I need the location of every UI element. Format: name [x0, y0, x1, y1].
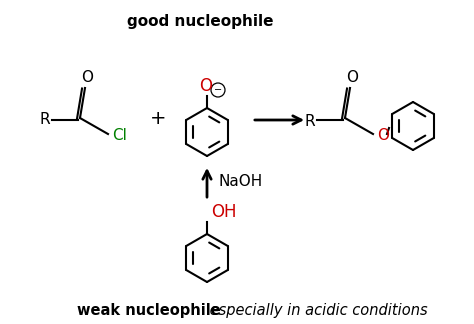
Text: good nucleophile: good nucleophile [127, 14, 273, 29]
Text: O: O [346, 71, 358, 86]
Text: −: − [214, 85, 222, 95]
Text: Cl: Cl [112, 129, 127, 144]
Text: especially in acidic conditions: especially in acidic conditions [205, 303, 428, 318]
Text: NaOH: NaOH [219, 173, 263, 189]
Text: O: O [81, 71, 93, 86]
Text: O: O [200, 77, 212, 95]
Text: R: R [39, 112, 50, 128]
Text: +: + [150, 109, 166, 128]
Text: OH: OH [211, 203, 237, 221]
Text: O: O [377, 129, 389, 144]
Text: weak nucleophile: weak nucleophile [77, 303, 221, 318]
Text: R: R [304, 114, 315, 130]
